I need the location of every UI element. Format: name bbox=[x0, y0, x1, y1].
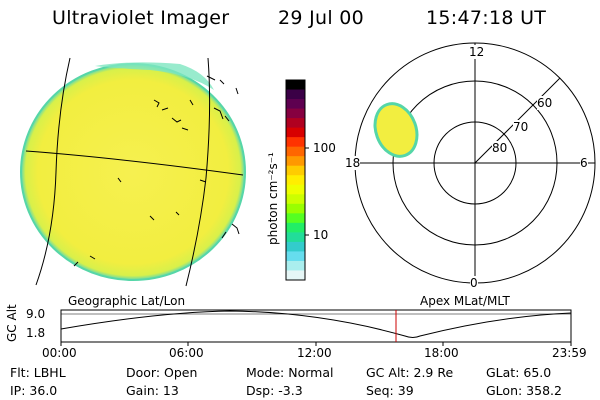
mlt-label-0: 0 bbox=[470, 276, 478, 290]
geographic-caption: Geographic Lat/Lon bbox=[68, 294, 186, 308]
colorbar-band bbox=[286, 99, 305, 110]
colorbar-label-10: 10 bbox=[313, 228, 329, 242]
lat-label-80: 80 bbox=[492, 141, 508, 155]
colorbar-band bbox=[286, 232, 305, 243]
colorbar-band bbox=[286, 80, 305, 91]
lat-label-70: 70 bbox=[513, 120, 529, 134]
colorbar-band bbox=[286, 194, 305, 205]
colorbar-band bbox=[286, 241, 305, 252]
status-seq: Seq: 39 bbox=[366, 383, 414, 398]
colorbar-band bbox=[286, 203, 305, 214]
altitude-curve bbox=[60, 310, 572, 338]
colorbar-band bbox=[286, 222, 305, 233]
timeline-ticks bbox=[60, 342, 572, 346]
longitude-line-2 bbox=[185, 57, 211, 287]
date-label: 29 Jul 00 bbox=[278, 7, 365, 29]
status-gc-alt: GC Alt: 2.9 Re bbox=[366, 365, 454, 380]
colorbar-band bbox=[286, 156, 305, 167]
colorbar-units: photon cm⁻²s⁻¹ bbox=[266, 152, 280, 245]
status-mode: Mode: Normal bbox=[246, 365, 334, 380]
status-gain: Gain: 13 bbox=[126, 383, 179, 398]
colorbar-band bbox=[286, 108, 305, 119]
timeline-ytick-9: 9.0 bbox=[26, 307, 46, 321]
colorbar-band bbox=[286, 137, 305, 148]
status-ip: IP: 36.0 bbox=[10, 383, 58, 398]
colorbar-band bbox=[286, 127, 305, 138]
altitude-timeline bbox=[60, 309, 572, 346]
polar-caption: Apex MLat/MLT bbox=[420, 294, 510, 308]
status-dsp: Dsp: -3.3 bbox=[246, 383, 303, 398]
timeline-xtick-2359: 23:59 bbox=[552, 346, 587, 360]
earth-disk bbox=[20, 63, 246, 281]
limb-glow bbox=[95, 62, 214, 90]
timeline-ytick-1.8: 1.8 bbox=[26, 326, 46, 340]
coastlines bbox=[73, 75, 240, 267]
colorbar bbox=[286, 80, 305, 281]
latitude-line bbox=[25, 150, 244, 176]
timeline-xtick-0600: 06:00 bbox=[169, 346, 204, 360]
polar-plot bbox=[354, 42, 596, 284]
timeline-xtick-1800: 18:00 bbox=[424, 346, 459, 360]
colorbar-band bbox=[286, 175, 305, 186]
colorbar-frame bbox=[285, 79, 306, 281]
colorbar-band bbox=[286, 213, 305, 224]
timeline-xtick-1200: 12:00 bbox=[297, 346, 332, 360]
status-glat: GLat: 65.0 bbox=[486, 365, 552, 380]
timeline-ylabel: GC Alt bbox=[5, 304, 19, 342]
colorbar-band bbox=[286, 184, 305, 195]
mlt-label-6: 6 bbox=[580, 156, 588, 170]
mlt-label-12: 12 bbox=[469, 45, 485, 59]
timeline-xtick-0000: 00:00 bbox=[42, 346, 77, 360]
colorbar-band bbox=[286, 260, 305, 271]
time-label: 15:47:18 UT bbox=[426, 7, 547, 29]
colorbar-band bbox=[286, 89, 305, 100]
colorbar-band bbox=[286, 251, 305, 262]
longitude-line-1 bbox=[35, 57, 71, 286]
timeline-frame bbox=[60, 309, 572, 343]
colorbar-label-100: 100 bbox=[313, 141, 336, 155]
status-filter: Flt: LBHL bbox=[10, 365, 66, 380]
colorbar-band bbox=[286, 146, 305, 157]
auroral-patch bbox=[373, 102, 419, 158]
status-glon: GLon: 358.2 bbox=[486, 383, 562, 398]
lat-label-60: 60 bbox=[537, 96, 553, 110]
geographic-image bbox=[20, 57, 246, 287]
colorbar-band bbox=[286, 118, 305, 129]
colorbar-band bbox=[286, 270, 305, 281]
mlt-label-18: 18 bbox=[345, 156, 361, 170]
status-door: Door: Open bbox=[126, 365, 198, 380]
instrument-title: Ultraviolet Imager bbox=[52, 7, 230, 29]
colorbar-band bbox=[286, 165, 305, 176]
